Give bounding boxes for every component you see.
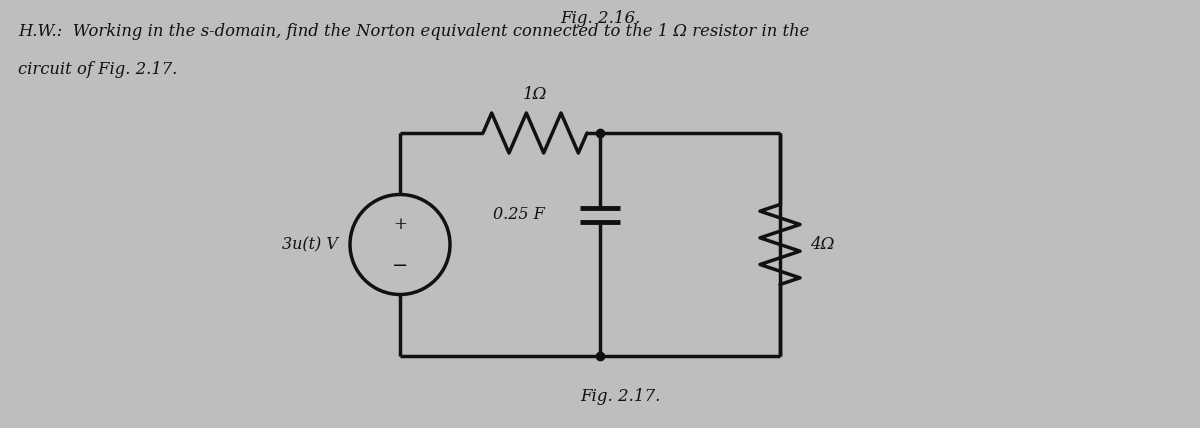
Text: Fig. 2.17.: Fig. 2.17. — [580, 388, 660, 405]
Text: +: + — [394, 216, 407, 233]
Text: Fig. 2.16.: Fig. 2.16. — [560, 10, 640, 27]
Text: 3u(t) V: 3u(t) V — [282, 236, 338, 253]
Text: circuit of Fig. 2.17.: circuit of Fig. 2.17. — [18, 61, 178, 78]
Text: H.W.:  Working in the s-domain, find the Norton equivalent connected to the 1 Ω : H.W.: Working in the s-domain, find the … — [18, 23, 809, 40]
Text: 4Ω: 4Ω — [810, 236, 834, 253]
Text: 1Ω: 1Ω — [523, 86, 547, 103]
Text: 0.25 F: 0.25 F — [493, 206, 545, 223]
Text: −: − — [392, 258, 408, 276]
